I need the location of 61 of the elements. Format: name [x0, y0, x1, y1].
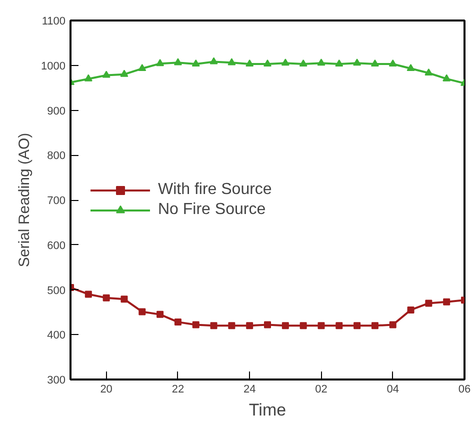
y-tick-label: 400 [47, 330, 66, 342]
point [317, 58, 326, 66]
y-tick-label: 500 [47, 284, 66, 297]
x-tick-label: 04 [386, 384, 399, 396]
point [406, 64, 415, 72]
point [84, 74, 92, 82]
point [156, 59, 164, 66]
point [192, 321, 200, 328]
point [370, 59, 379, 67]
point [120, 70, 128, 77]
x-tick-label: 02 [315, 384, 328, 396]
point [264, 59, 272, 67]
y-tick-label: 800 [47, 150, 66, 162]
y-tick-label: 900 [47, 105, 66, 118]
y-tick-label: 700 [47, 195, 66, 207]
point [442, 74, 451, 82]
point [371, 322, 378, 330]
point [425, 300, 432, 307]
point [407, 306, 414, 314]
y-tick-label: 1000 [41, 60, 66, 72]
point [336, 322, 343, 330]
x-tick-label: 22 [172, 384, 184, 396]
point [138, 308, 146, 316]
y-tick-label: 600 [47, 240, 66, 252]
x-tick-label: 24 [243, 384, 256, 396]
point [299, 59, 308, 67]
point [389, 321, 396, 328]
point [228, 322, 236, 330]
point [246, 322, 254, 330]
point [174, 318, 182, 326]
point [246, 59, 254, 67]
point [138, 64, 146, 72]
x-tick-label: 06 [458, 384, 471, 396]
point [443, 298, 450, 306]
point [354, 322, 361, 330]
point [264, 321, 271, 328]
y-tick-label: 300 [47, 374, 66, 386]
point [120, 296, 128, 303]
point [174, 58, 182, 66]
point [84, 290, 92, 298]
point [388, 59, 397, 67]
point [192, 59, 200, 67]
point [210, 57, 218, 64]
point [353, 58, 362, 66]
x-tick-label: 20 [100, 384, 112, 396]
point [424, 68, 433, 76]
x-axis-title: Time [248, 400, 286, 420]
point [102, 294, 110, 302]
y-axis-title: Serial Reading (AO) [16, 132, 34, 268]
point [102, 70, 110, 78]
legend-label: No Fire Source [158, 200, 266, 218]
point [228, 58, 236, 66]
y-tick-label: 1100 [42, 16, 66, 28]
legend-label: With fire Source [158, 180, 272, 198]
point [300, 322, 307, 330]
point [318, 322, 325, 330]
point [282, 322, 289, 330]
point [156, 310, 164, 318]
point [281, 58, 290, 66]
point [335, 59, 344, 67]
point [210, 322, 218, 330]
